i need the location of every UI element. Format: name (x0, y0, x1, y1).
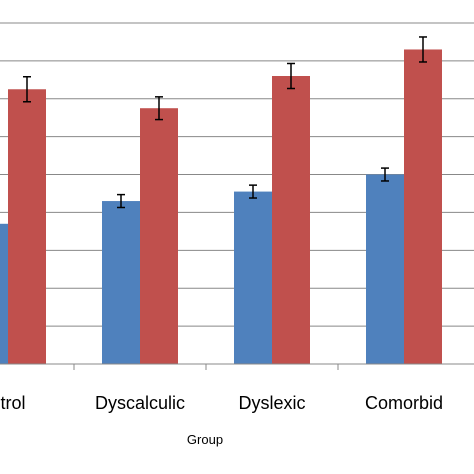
bar (404, 49, 442, 364)
gridlines (0, 22, 474, 327)
bars (0, 49, 442, 365)
bar (234, 191, 272, 364)
bar (272, 76, 310, 364)
bar (366, 174, 404, 364)
x-axis (0, 363, 474, 370)
error-bars (23, 36, 427, 209)
bar (8, 89, 46, 365)
bar (102, 201, 140, 364)
x-tick-label: ntrol (0, 393, 26, 413)
x-tick-label: Comorbid (365, 393, 443, 413)
bar (140, 108, 178, 364)
x-axis-title: Group (187, 432, 223, 447)
bar (0, 223, 8, 364)
x-tick-label: Dyscalculic (95, 393, 185, 413)
x-tick-label: Dyslexic (238, 393, 305, 413)
x-tick-labels: ntrol Dyscalculic Dyslexic Comorbid (0, 393, 443, 413)
